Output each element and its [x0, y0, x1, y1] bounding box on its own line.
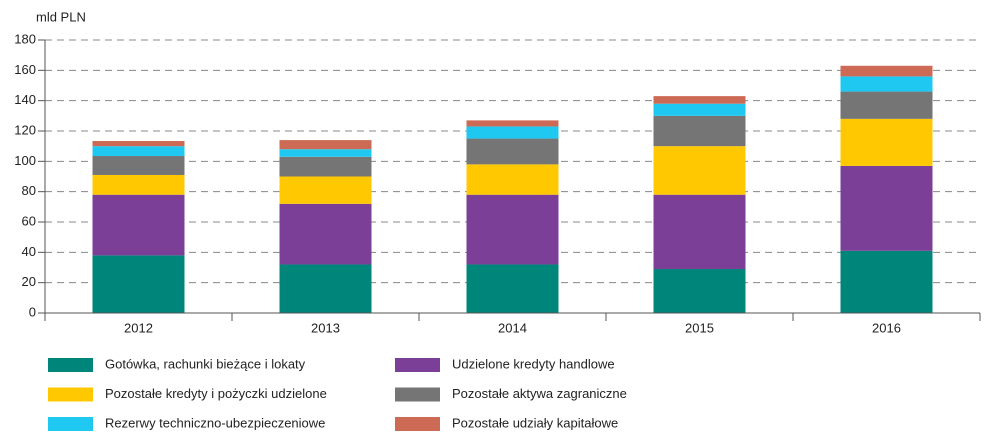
legend-swatch [395, 417, 440, 431]
x-tick-label: 2014 [498, 320, 527, 335]
x-tick-label: 2016 [872, 320, 901, 335]
y-tick-label: 60 [22, 213, 36, 228]
bar-segment [466, 164, 559, 195]
bar-segment [92, 255, 185, 313]
legend-swatch [48, 417, 93, 431]
bar-segment [840, 118, 933, 166]
y-tick-label: 160 [14, 62, 36, 77]
bar-segment [92, 174, 185, 195]
y-tick-label: 20 [22, 274, 36, 289]
bar-segment [840, 165, 933, 251]
bar-segment [466, 120, 559, 127]
x-tick-label: 2012 [124, 320, 153, 335]
legend-swatch [48, 387, 93, 402]
bar-segment [653, 115, 746, 147]
legend-swatch [395, 358, 440, 372]
bar-segment [653, 96, 746, 104]
bar-segment [279, 156, 372, 177]
bar-segment [279, 149, 372, 157]
bar-segment [466, 126, 559, 139]
legend-label: Gotówka, rachunki bieżące i lokaty [105, 356, 306, 371]
bar-segment [92, 141, 185, 147]
bar-segment [653, 194, 746, 270]
legend-label: Rezerwy techniczno-ubezpieczeniowe [105, 415, 325, 430]
bar-segment [840, 250, 933, 313]
bar-segment [92, 194, 185, 256]
y-axis-label: mld PLN [36, 9, 86, 24]
bar-segment [653, 146, 746, 195]
legend-label: Pozostałe kredyty i pożyczki udzielone [105, 386, 327, 401]
legend-label: Udzielone kredyty handlowe [452, 356, 615, 371]
y-tick-label: 0 [29, 304, 36, 319]
bar-segment [840, 91, 933, 119]
y-tick-label: 120 [14, 122, 36, 137]
x-tick-label: 2013 [311, 320, 340, 335]
x-tick-label: 2015 [685, 320, 714, 335]
bar-segment [840, 65, 933, 77]
y-tick-label: 80 [22, 183, 36, 198]
bar-segment [279, 176, 372, 204]
bar-segment [466, 194, 559, 265]
bar-segment [466, 138, 559, 165]
y-tick-label: 140 [14, 92, 36, 107]
y-tick-label: 180 [14, 31, 36, 46]
legend-swatch [395, 387, 440, 402]
bar-segment [653, 103, 746, 116]
bar-segment [92, 156, 185, 175]
legend-label: Pozostałe udziały kapitałowe [452, 415, 618, 430]
y-tick-label: 40 [22, 244, 36, 259]
bar-segment [653, 269, 746, 313]
bar-segment [92, 146, 185, 157]
bar-segment [279, 264, 372, 313]
bar-segment [279, 140, 372, 150]
y-tick-label: 100 [14, 153, 36, 168]
bar-segment [466, 264, 559, 313]
legend-label: Pozostałe aktywa zagraniczne [452, 386, 627, 401]
bar-segment [840, 76, 933, 92]
bar-segment [279, 203, 372, 265]
legend-swatch [48, 358, 93, 372]
